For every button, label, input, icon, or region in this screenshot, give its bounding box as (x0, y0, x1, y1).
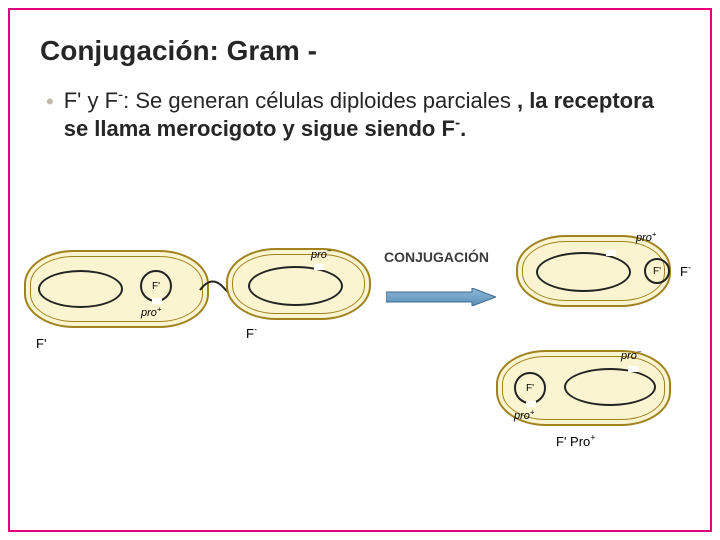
prodtop-plasmid: F' (644, 258, 670, 284)
recip-pro-label: pro− (311, 249, 331, 261)
conjugation-label: CONJUGACIÓN (384, 250, 504, 265)
prodbot-pro-sup: − (637, 347, 642, 356)
recip-caption-text: F (246, 326, 254, 341)
recip-caption-sup: - (254, 325, 257, 335)
bullet-seg-1: F' y F (64, 88, 118, 113)
prodtop-caption-sup: - (688, 263, 691, 273)
prodbot-pro-label: pro− (621, 350, 641, 362)
bullet-seg-2: : Se generan células diploides parciales (123, 88, 517, 113)
prodbot-plasmid-gap (526, 401, 536, 407)
donor-pro-text: pro (141, 307, 157, 319)
prodbot-plasmid-pro-text: pro (514, 410, 530, 422)
bullet-marker: • (46, 89, 54, 142)
recip-chromosome (248, 266, 343, 306)
prodbot-pro-text: pro (621, 350, 637, 362)
prodtop-pro-sup: + (652, 229, 657, 238)
prodbot-caption-sup: + (590, 433, 595, 443)
prodbot-plasmid-pro-label: pro+ (514, 410, 534, 422)
slide-title: Conjugación: Gram - (40, 35, 680, 67)
recip-caption: F- (246, 326, 257, 341)
content-area: Conjugación: Gram - • F' y F-: Se genera… (40, 35, 680, 172)
diagram-area: F' pro+ F' pro− F- CONJUGACIÓN (16, 240, 704, 524)
prodtop-pro-text: pro (636, 232, 652, 244)
conjugation-label-text: CONJUGACIÓN (384, 249, 489, 265)
donor-caption: F' (36, 336, 46, 351)
prodtop-chromosome (536, 252, 631, 292)
prodbot-caption: F' Pro+ (556, 434, 596, 449)
prodbot-plasmid-label: F' (526, 383, 534, 394)
prodbot-plasmid: F' (514, 372, 546, 404)
prodbot-caption-text: F' Pro (556, 434, 590, 449)
prodtop-chrom-gap (606, 250, 616, 256)
prodbot-plasmid-pro-sup: + (530, 407, 535, 416)
recip-pro-text: pro (311, 249, 327, 261)
donor-pro-label: pro+ (141, 307, 161, 319)
donor-pro-sup: + (157, 304, 162, 313)
recip-chrom-gap (314, 264, 324, 270)
bullet-text: F' y F-: Se generan células diploides pa… (64, 87, 680, 142)
donor-caption-text: F' (36, 336, 46, 351)
prodbot-chrom-gap (628, 366, 638, 372)
bullet-bold-2-text: . (460, 116, 466, 141)
prodtop-caption-text: F (680, 264, 688, 279)
bullet-item: • F' y F-: Se generan células diploides … (40, 87, 680, 142)
donor-plasmid-label: F' (152, 281, 160, 292)
donor-plasmid-gap (152, 298, 162, 304)
prodtop-caption: F- (680, 264, 691, 279)
conjugation-arrow-icon (386, 288, 496, 306)
prodbot-chromosome (564, 368, 656, 406)
donor-chromosome (38, 270, 123, 308)
prodtop-plasmid-label: F' (653, 266, 661, 277)
prodtop-pro-label: pro+ (636, 232, 656, 244)
recip-pro-sup: − (327, 246, 332, 255)
